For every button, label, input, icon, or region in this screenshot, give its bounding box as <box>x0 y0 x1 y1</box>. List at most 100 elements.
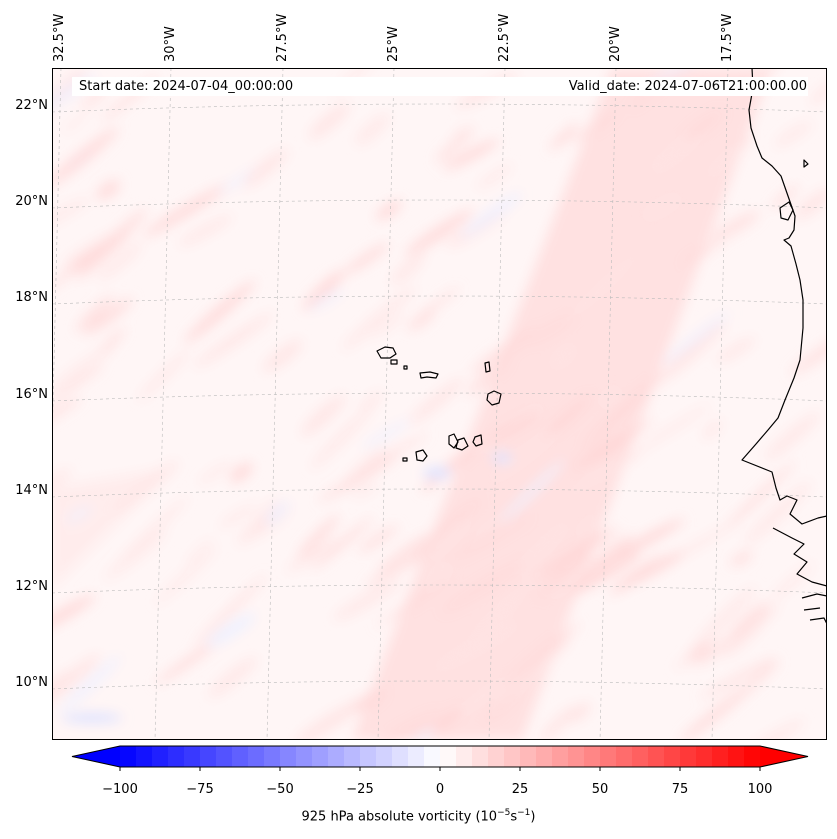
vorticity-streak <box>569 253 639 319</box>
vorticity-streak <box>504 622 581 686</box>
colorbar-cell <box>328 746 345 767</box>
colorbar <box>71 745 809 771</box>
vorticity-streak <box>706 136 753 178</box>
vorticity-streak <box>477 164 512 189</box>
vorticity-streak <box>63 231 121 266</box>
vorticity-streak <box>612 518 685 560</box>
colorbar-tick-label: −25 <box>346 782 374 797</box>
colorbar-cell <box>520 746 537 767</box>
cape-verde-island <box>403 365 408 370</box>
vorticity-streak <box>729 601 768 639</box>
vorticity-streak <box>443 138 500 171</box>
longitude-label: 25°W <box>386 26 401 62</box>
colorbar-cell <box>456 746 473 767</box>
vorticity-streak <box>630 403 712 456</box>
vorticity-streak <box>564 451 643 496</box>
vorticity-streak <box>716 337 756 363</box>
vorticity-streak <box>723 607 772 658</box>
vorticity-streak <box>310 405 374 470</box>
vorticity-streak <box>96 179 121 200</box>
vorticity-streak <box>613 551 685 591</box>
vorticity-streak <box>427 518 468 559</box>
vorticity-negative-patch <box>62 713 122 723</box>
vorticity-streak <box>483 690 522 724</box>
vorticity-streak <box>208 657 257 698</box>
longitude-label: 20°W <box>608 26 623 62</box>
colorbar-cell <box>632 746 649 767</box>
vorticity-streak <box>774 121 812 147</box>
vorticity-streak <box>118 496 189 564</box>
colorbar-cell <box>248 746 265 767</box>
info-banner <box>72 77 808 96</box>
colorbar-cell <box>568 746 585 767</box>
vorticity-streak <box>466 358 510 396</box>
vorticity-streak <box>341 285 417 351</box>
vorticity-streak <box>390 252 425 286</box>
colorbar-cell <box>744 746 761 767</box>
vorticity-streak <box>52 654 100 709</box>
vorticity-streak <box>810 81 827 105</box>
vorticity-streak <box>364 548 432 588</box>
map-panel <box>52 68 827 740</box>
vorticity-negative-patch <box>492 453 512 463</box>
vorticity-streak <box>229 462 253 483</box>
colorbar-cell <box>216 746 233 767</box>
colorbar-ticks <box>119 767 761 771</box>
colorbar-cell <box>648 746 665 767</box>
longitude-label: 17.5°W <box>720 13 735 62</box>
latitude-label: 18°N <box>15 290 48 305</box>
parallel-line <box>52 295 827 305</box>
vorticity-streak <box>423 564 454 585</box>
cape-verde-island <box>448 433 459 449</box>
coastlines <box>376 68 827 625</box>
colorbar-cell <box>616 746 633 767</box>
vorticity-streak <box>472 587 528 640</box>
vorticity-streak <box>371 312 406 338</box>
vorticity-streak <box>421 441 480 493</box>
vorticity-band <box>352 68 772 740</box>
vorticity-streak <box>577 515 600 538</box>
vorticity-streak <box>154 546 218 606</box>
parallel-line <box>52 199 827 209</box>
colorbar-tick-label: 50 <box>591 782 609 797</box>
latitude-label: 22°N <box>15 98 48 113</box>
vorticity-streak <box>539 706 576 740</box>
colorbar-title-mid: s <box>510 809 518 825</box>
coastal-island <box>779 201 794 221</box>
latitude-label: 16°N <box>15 387 48 402</box>
vorticity-streak <box>519 522 570 570</box>
vorticity-streak <box>186 538 213 566</box>
vorticity-streak <box>764 412 820 461</box>
vorticity-streak <box>409 377 465 424</box>
vorticity-streak <box>311 517 373 570</box>
vorticity-streak <box>301 394 346 436</box>
colorbar-cell <box>600 746 617 767</box>
colorbar-cell <box>504 746 521 767</box>
vorticity-streak <box>178 215 233 246</box>
colorbar-cell <box>440 746 457 767</box>
colorbar-cell <box>200 746 217 767</box>
vorticity-streak <box>432 708 463 733</box>
colorbar-cell <box>664 746 681 767</box>
vorticity-streak <box>470 511 510 538</box>
vorticity-streak <box>75 294 114 333</box>
vorticity-streak <box>568 702 591 723</box>
vorticity-streak <box>405 498 482 564</box>
cape-verde-island <box>376 346 397 359</box>
vorticity-streak <box>265 501 290 525</box>
vorticity-streak <box>358 525 399 553</box>
colorbar-cell <box>536 746 553 767</box>
colorbar-cell <box>360 746 377 767</box>
vorticity-streak <box>661 311 731 365</box>
colorbar-cell <box>184 746 201 767</box>
colorbar-cell <box>376 746 393 767</box>
vorticity-streak <box>691 586 756 652</box>
vorticity-streak <box>206 613 256 647</box>
longitude-label: 32.5°W <box>52 13 67 62</box>
vorticity-streak <box>679 686 750 740</box>
vorticity-streak <box>52 396 82 431</box>
vorticity-streak <box>376 533 430 573</box>
colorbar-cell <box>136 746 153 767</box>
start-date-label: Start date: 2024-07-04_00:00:00 <box>79 79 294 94</box>
